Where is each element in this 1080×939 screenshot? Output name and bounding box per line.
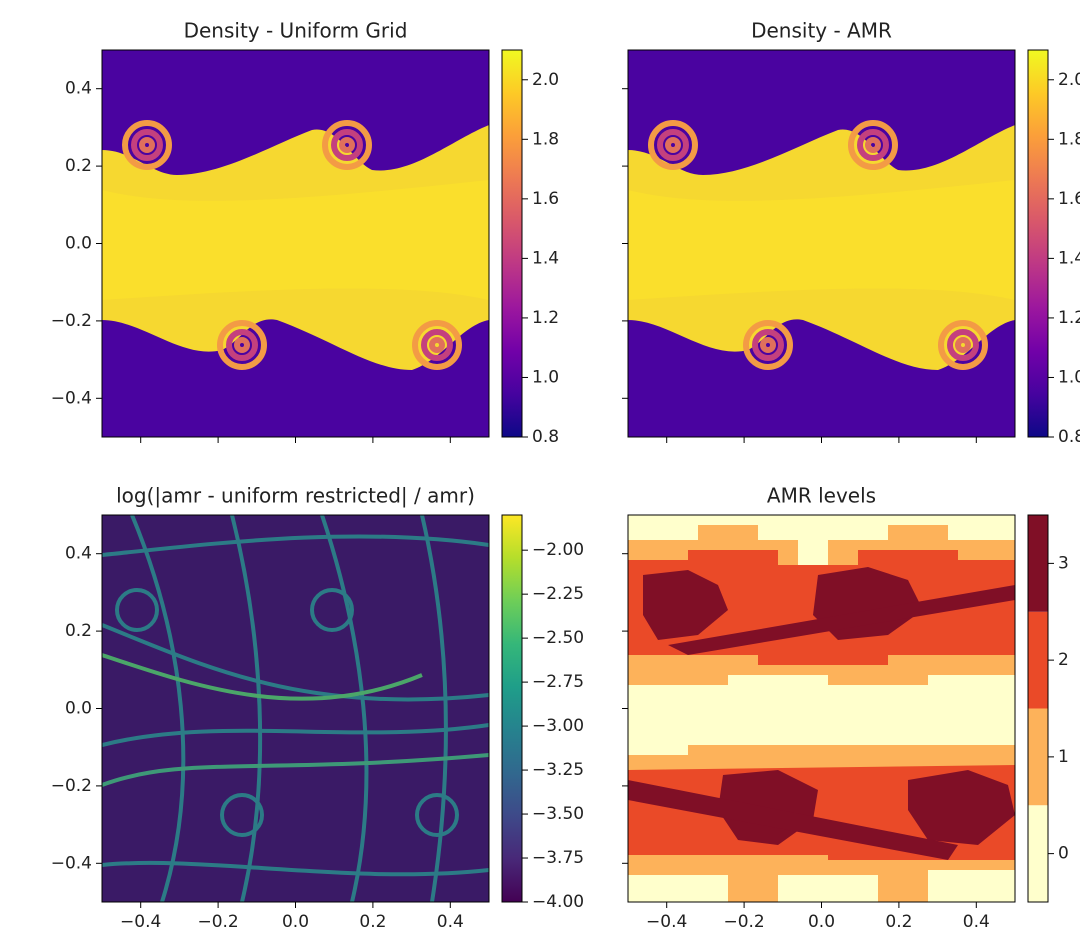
density-field-uniform (102, 50, 489, 437)
y-tick-label: 0.2 (65, 156, 92, 176)
colorbar-tick-label: 1.6 (1058, 189, 1080, 209)
x-tick-label: 0.4 (963, 912, 990, 932)
colorbar-segment (1028, 805, 1048, 902)
colorbar-tick-label: 2.0 (1058, 70, 1080, 90)
y-tick-label: 0.0 (65, 234, 92, 254)
x-tick-label: 0.0 (282, 912, 309, 932)
colorbar-frame (1027, 514, 1049, 903)
colorbar-tick-label: −3.75 (532, 848, 584, 868)
colorbar-tick-label: −2.75 (532, 672, 584, 692)
colorbar (1028, 50, 1048, 437)
colorbar-tick-label: −2.00 (532, 540, 584, 560)
x-tick-label: 0.2 (885, 912, 912, 932)
colorbar-frame (501, 49, 523, 438)
colorbar-tick-label: 0.8 (532, 427, 559, 447)
colorbar (502, 50, 522, 437)
colorbar-tick-label: 0.8 (1058, 427, 1080, 447)
colorbar-tick-label: −2.50 (532, 628, 584, 648)
colorbar-tick-label: 1 (1058, 747, 1069, 767)
y-tick-label: 0.4 (65, 544, 92, 564)
y-tick-label: 0.0 (65, 699, 92, 719)
colorbar-frame (1027, 49, 1049, 438)
colorbar-tick-label: 2 (1058, 650, 1069, 670)
y-tick-label: −0.2 (51, 311, 92, 331)
panel-title: Density - Uniform Grid (184, 19, 408, 43)
colorbar-tick-label: −2.25 (532, 584, 584, 604)
x-tick-label: 0.2 (359, 912, 386, 932)
colorbar-tick-label: 1.8 (532, 129, 559, 149)
colorbar-frame (501, 514, 523, 903)
colorbar-tick-label: 1.0 (532, 367, 559, 387)
x-tick-label: −0.4 (120, 912, 161, 932)
panel-title: AMR levels (767, 484, 876, 508)
colorbar-segment (1028, 611, 1048, 709)
y-tick-label: 0.4 (65, 79, 92, 99)
colorbar-tick-label: 0 (1058, 844, 1069, 864)
x-tick-label: 0.4 (437, 912, 464, 932)
panel-title: log(|amr - uniform restricted| / amr) (116, 484, 475, 508)
error-field (102, 515, 489, 902)
colorbar-tick-label: 2.0 (532, 70, 559, 90)
y-tick-label: 0.2 (65, 621, 92, 641)
density-field-amr (628, 50, 1015, 437)
x-tick-label: −0.4 (646, 912, 687, 932)
colorbar-segment (1028, 515, 1048, 612)
colorbar-tick-label: −3.50 (532, 804, 584, 824)
colorbar-tick-label: 1.4 (1058, 248, 1080, 268)
colorbar-tick-label: −4.00 (532, 892, 584, 912)
colorbar-tick-label: 1.2 (532, 308, 559, 328)
colorbar-segment (1028, 708, 1048, 806)
y-tick-label: −0.4 (51, 853, 92, 873)
colorbar-tick-label: 1.4 (532, 248, 559, 268)
x-tick-label: −0.2 (197, 912, 238, 932)
y-tick-label: −0.2 (51, 776, 92, 796)
colorbar-tick-label: 1.0 (1058, 367, 1080, 387)
x-tick-label: 0.0 (808, 912, 835, 932)
level-field (628, 515, 1015, 902)
colorbar-tick-label: 1.8 (1058, 129, 1080, 149)
colorbar-tick-label: 1.6 (532, 189, 559, 209)
colorbar-tick-label: −3.25 (532, 760, 584, 780)
colorbar (502, 515, 522, 902)
colorbar-tick-label: −3.00 (532, 716, 584, 736)
x-tick-label: −0.2 (723, 912, 764, 932)
colorbar-tick-label: 1.2 (1058, 308, 1080, 328)
y-tick-label: −0.4 (51, 388, 92, 408)
colorbar-tick-label: 3 (1058, 553, 1069, 573)
panel-title: Density - AMR (751, 19, 892, 43)
